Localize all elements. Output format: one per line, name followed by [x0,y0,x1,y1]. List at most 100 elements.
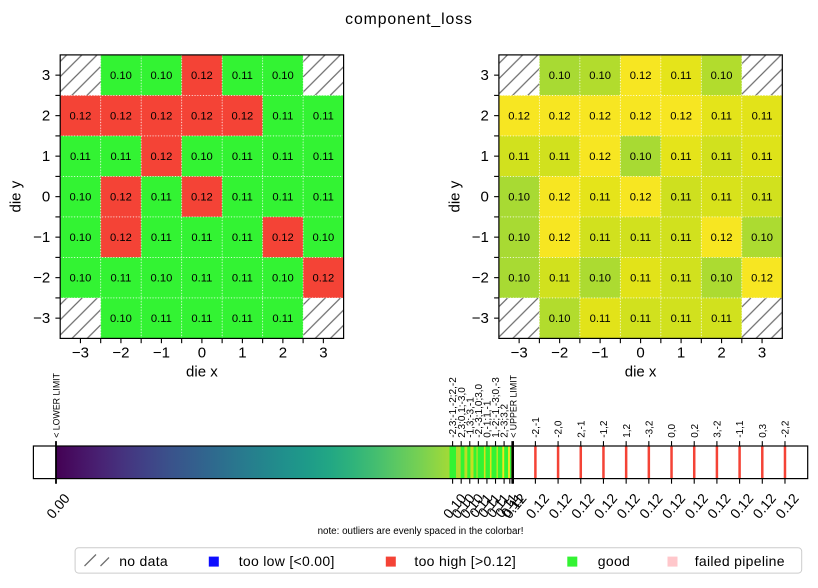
svg-text:0.11: 0.11 [671,191,692,203]
svg-text:0: 0 [42,189,50,206]
svg-text:die y: die y [8,180,25,212]
svg-text:−3: −3 [72,344,89,361]
svg-text:0.11: 0.11 [549,272,570,284]
svg-text:1: 1 [677,344,685,361]
svg-text:0.11: 0.11 [272,110,293,122]
svg-text:0.11: 0.11 [590,191,611,203]
svg-text:0.12: 0.12 [508,110,530,122]
svg-text:0.12: 0.12 [312,272,334,284]
svg-text:0.10: 0.10 [508,232,530,244]
svg-text:0.12: 0.12 [191,70,213,82]
svg-text:0.11: 0.11 [70,151,91,163]
svg-text:0.12: 0.12 [110,191,132,203]
svg-text:0.12: 0.12 [191,191,213,203]
svg-text:0.11: 0.11 [752,151,773,163]
svg-text:0.12: 0.12 [549,110,571,122]
svg-text:0.11: 0.11 [630,272,651,284]
svg-text:0,-1;1,-1: 0,-1;1,-1 [483,400,494,438]
svg-text:−2: −2 [472,270,489,287]
svg-text:0.10: 0.10 [508,191,530,203]
svg-text:0,0: 0,0 [667,423,678,437]
svg-text:0.11: 0.11 [671,313,692,325]
svg-text:0.11: 0.11 [151,313,172,325]
svg-text:3: 3 [758,344,766,361]
svg-text:0.10: 0.10 [508,272,530,284]
svg-text:0.10: 0.10 [110,313,132,325]
svg-text:0.10: 0.10 [549,70,571,82]
svg-text:0.11: 0.11 [711,313,732,325]
svg-text:0.12: 0.12 [751,272,773,284]
svg-text:0.11: 0.11 [630,313,651,325]
svg-text:0.11: 0.11 [232,313,253,325]
svg-text:−2: −2 [33,270,50,287]
svg-text:1,-2;-1,-3;0,-3: 1,-2;-1,-3;0,-3 [491,377,502,438]
svg-text:0.11: 0.11 [151,191,172,203]
svg-text:0.10: 0.10 [589,70,611,82]
svg-text:0.12: 0.12 [549,191,571,203]
svg-text:3: 3 [481,67,489,84]
svg-text:0.10: 0.10 [589,272,611,284]
svg-text:0.10: 0.10 [191,151,213,163]
svg-text:−1: −1 [592,344,609,361]
svg-text:0.10: 0.10 [70,272,92,284]
svg-text:0.12: 0.12 [711,232,733,244]
svg-text:0.11: 0.11 [272,191,293,203]
svg-text:no data: no data [119,553,168,569]
svg-text:0: 0 [198,344,206,361]
svg-text:0.11: 0.11 [509,151,530,163]
svg-text:0.10: 0.10 [110,70,132,82]
svg-text:0.10: 0.10 [549,313,571,325]
svg-text:0.11: 0.11 [671,151,692,163]
svg-text:0.11: 0.11 [232,232,253,244]
svg-text:1: 1 [238,344,246,361]
svg-text:0.12: 0.12 [110,232,132,244]
svg-text:0.12: 0.12 [630,70,652,82]
svg-text:0: 0 [481,189,489,206]
svg-text:1: 1 [42,148,50,165]
svg-text:0.10: 0.10 [751,232,773,244]
svg-text:1,2: 1,2 [622,423,633,437]
svg-text:0.11: 0.11 [711,110,732,122]
svg-text:−1: −1 [33,229,50,246]
svg-text:0.10: 0.10 [272,70,294,82]
svg-text:0.11: 0.11 [110,272,131,284]
svg-text:0.11: 0.11 [191,313,212,325]
svg-text:0,3: 0,3 [758,423,769,437]
svg-text:2,-1: 2,-1 [576,420,587,438]
svg-text:0.11: 0.11 [151,232,172,244]
svg-text:0.12: 0.12 [191,110,213,122]
svg-text:component_loss: component_loss [345,11,473,28]
svg-text:0.11: 0.11 [671,272,692,284]
svg-text:2,-3;3,2: 2,-3;3,2 [500,403,511,437]
svg-text:0.12: 0.12 [630,110,652,122]
svg-text:-2,-3;1,0;3,0: -2,-3;1,0;3,0 [474,383,485,437]
svg-text:3: 3 [42,67,50,84]
svg-text:0.12: 0.12 [549,232,571,244]
svg-text:0.11: 0.11 [313,151,334,163]
svg-text:0.11: 0.11 [232,272,253,284]
svg-text:< LOWER LIMIT: < LOWER LIMIT [52,372,62,437]
svg-text:−1: −1 [153,344,170,361]
svg-text:0.11: 0.11 [191,272,212,284]
svg-text:-1,2: -1,2 [599,420,610,438]
svg-text:0.10: 0.10 [272,272,294,284]
svg-text:−2: −2 [112,344,129,361]
svg-text:−3: −3 [472,310,489,327]
svg-text:0.11: 0.11 [313,110,334,122]
svg-text:0.11: 0.11 [590,232,611,244]
svg-text:0.11: 0.11 [752,110,773,122]
svg-text:0.11: 0.11 [232,191,253,203]
svg-text:0.10: 0.10 [151,272,173,284]
svg-text:die x: die x [625,363,657,380]
svg-text:0.11: 0.11 [272,151,293,163]
svg-text:1: 1 [481,148,489,165]
svg-text:0.12: 0.12 [272,232,294,244]
svg-text:0.11: 0.11 [711,191,732,203]
svg-text:-1,3;-3,-1: -1,3;-3,-1 [465,397,476,438]
svg-text:-2,3;-1,-2;2,-2: -2,3;-1,-2;2,-2 [448,377,459,438]
svg-text:-2,2: -2,2 [781,420,792,438]
svg-text:0.11: 0.11 [671,232,692,244]
svg-text:0.11: 0.11 [191,232,212,244]
svg-text:0.11: 0.11 [232,151,253,163]
svg-text:0.11: 0.11 [272,313,293,325]
